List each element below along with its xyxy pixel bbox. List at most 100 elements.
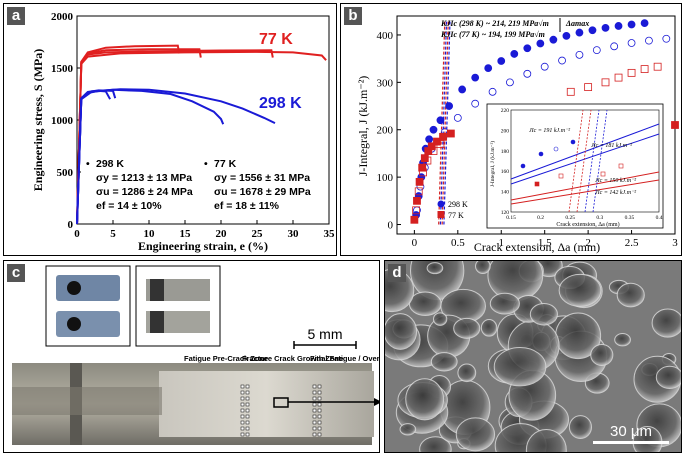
inset-point <box>618 163 624 169</box>
inset-fit-line <box>510 179 660 205</box>
inset-point <box>520 163 526 169</box>
dimple <box>475 261 491 275</box>
data-point <box>601 23 610 32</box>
data-point <box>427 142 436 151</box>
data-point <box>549 35 558 44</box>
data-point <box>588 26 597 35</box>
dimple <box>489 292 520 315</box>
data-point <box>575 28 584 37</box>
measurement-marker <box>312 396 317 401</box>
inset-point <box>600 171 606 177</box>
specimen-photo: 5 mm Fatigue Pre-Crack Zone Fracture Cra… <box>12 265 379 445</box>
legend-298k: 298 K <box>259 95 302 112</box>
measurement-marker <box>240 426 245 431</box>
kjic-77-annotation: KJIc (77 K) ~ 194, 199 MPa√m <box>440 30 545 39</box>
stats-77-su: σu = 1678 ± 29 MPa <box>214 186 311 198</box>
data-point <box>429 125 438 134</box>
data-point <box>414 187 423 196</box>
dimple <box>430 352 458 372</box>
measurement-marker <box>245 402 250 407</box>
measurement-marker <box>240 414 245 419</box>
x-tick-label-a: 5 <box>110 228 116 240</box>
data-point <box>627 20 636 29</box>
svg-text:•: • <box>86 158 90 170</box>
measurement-marker <box>240 396 245 401</box>
inset-point <box>553 146 559 152</box>
dimple <box>455 417 496 452</box>
inset-x-tick: 0.25 <box>565 215 575 221</box>
dimple <box>408 291 442 316</box>
inset-fit-line <box>510 171 660 201</box>
inset-blunting-line <box>568 109 584 213</box>
measurement-marker <box>312 432 317 437</box>
x-axis-label-a: Engineering strain, e (%) <box>138 239 268 253</box>
x-tick-label-b: 1.5 <box>538 237 552 249</box>
x-tick-label-b: 2.5 <box>625 237 639 249</box>
data-point <box>439 132 447 141</box>
panel-d: 30 μm d <box>384 260 682 453</box>
dimple <box>493 347 547 387</box>
measurement-marker <box>312 408 317 413</box>
stats-298-sy: σy = 1213 ± 13 MPa <box>96 172 192 184</box>
measurement-marker <box>245 414 250 419</box>
stats-298-title: 298 K <box>96 158 124 170</box>
dimple <box>614 333 631 347</box>
data-point <box>436 140 445 148</box>
dimple <box>568 415 593 440</box>
measurement-marker <box>317 402 322 407</box>
data-point <box>506 78 514 87</box>
inset-y-tick: 140 <box>501 190 510 196</box>
data-point <box>415 177 424 186</box>
measurement-marker <box>317 432 322 437</box>
inset-y-tick: 220 <box>501 108 510 114</box>
inset-y-tick: 120 <box>501 210 510 216</box>
panel-b-label: b <box>344 7 362 25</box>
inset-label-150: JIc = 150 kJ.m⁻² <box>595 178 636 184</box>
data-point <box>458 85 467 94</box>
panel-b: b 0 0.5 1 1.5 2 2.5 3 0 100 200 300 400 Crack exten… <box>340 3 682 256</box>
dimple <box>419 436 452 452</box>
svg-text:•: • <box>204 158 208 170</box>
data-point <box>562 32 571 40</box>
dimple <box>558 273 602 307</box>
dimple <box>529 303 558 326</box>
x-axis-label-b: Crack extension, Δa (mm) <box>474 240 600 254</box>
measurement-marker <box>240 402 245 407</box>
inset-point <box>538 151 544 157</box>
inset-y-label: J-Integral, J (kJ.m⁻²) <box>489 141 496 187</box>
kjic-298-annotation: KJIc (298 K) ~ 214, 219 MPa√m <box>440 19 549 28</box>
stress-strain-curve <box>76 50 327 225</box>
data-point <box>566 87 575 96</box>
zone-fatigue-precrack: Fatigue Pre-Crack Zone <box>184 354 268 363</box>
x-tick-label-a: 10 <box>144 228 156 240</box>
dimple <box>426 262 444 275</box>
dimple <box>525 428 567 452</box>
data-point <box>484 64 493 73</box>
sem-fractograph: 30 μm <box>385 261 681 452</box>
data-point <box>640 65 649 73</box>
inset-x-tick: 0.15 <box>506 215 516 221</box>
delta-a-max-label: Δamax <box>565 19 589 28</box>
y-tick-label-b: 400 <box>377 30 394 42</box>
dimple <box>616 282 645 308</box>
data-point <box>488 87 497 96</box>
x-tick-label-b: 1 <box>499 237 505 249</box>
dimple <box>453 317 481 339</box>
measurement-marker <box>317 426 322 431</box>
measurement-marker <box>245 384 250 389</box>
stats-298-su: σu = 1286 ± 24 MPa <box>96 186 193 198</box>
data-point <box>584 83 593 91</box>
data-point <box>540 62 549 71</box>
data-point <box>662 34 671 43</box>
data-point <box>627 39 636 47</box>
data-point <box>423 156 432 165</box>
blunting-line <box>443 20 451 225</box>
inset-blunting-line <box>584 109 600 213</box>
legend-77k: 77 K <box>259 31 293 48</box>
y-tick-label-b: 100 <box>377 172 394 184</box>
inset-point <box>534 181 540 187</box>
data-point <box>471 99 480 108</box>
data-point <box>419 168 427 177</box>
data-point <box>446 129 455 138</box>
scale-bar-d: 30 μm <box>610 423 652 440</box>
